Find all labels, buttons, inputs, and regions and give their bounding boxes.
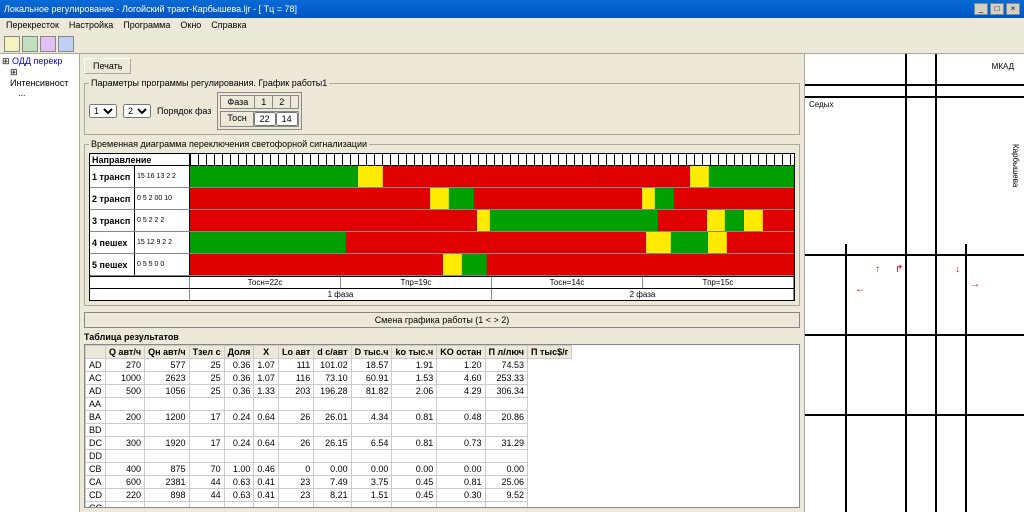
params-fieldset: Параметры программы регулирования. Графи… [84, 78, 800, 135]
tree-panel: ⊞ ОДД перекр ⊞ Интенсивност ... [0, 54, 80, 512]
table-row: CC [86, 502, 572, 509]
select-2[interactable]: 2 [123, 104, 151, 118]
order-label: Порядок фаз [157, 106, 211, 116]
tosn-input-2[interactable] [276, 112, 298, 126]
tree-item[interactable]: ... [2, 88, 77, 98]
phase-2[interactable]: 2 [273, 96, 291, 108]
menu-item[interactable]: Программа [123, 20, 170, 32]
center-panel: Печать Параметры программы регулирования… [80, 54, 804, 512]
diagram-fieldset: Временная диаграмма переключения светофо… [84, 139, 800, 306]
tree-item[interactable]: ⊞ Интенсивност [2, 67, 77, 88]
save-icon[interactable] [22, 36, 38, 52]
table-row: BA2001200170.240.642626.014.340.810.4820… [86, 411, 572, 424]
minimize-button[interactable]: _ [974, 3, 988, 15]
tree-item[interactable]: ⊞ ОДД перекр [2, 56, 77, 67]
titlebar: Локальное регулирование - Логойский трак… [0, 0, 1024, 18]
table-row: AD270577250.361.07111101.0218.571.911.20… [86, 359, 572, 372]
maximize-button[interactable]: □ [990, 3, 1004, 15]
phase-label: Фаза [221, 96, 255, 108]
results-table-wrap: Q авт/чQн авт/чТзел сДоляXLo автd с/автD… [84, 344, 800, 508]
dia-row-label: 2 трансп [90, 188, 135, 209]
close-button[interactable]: × [1006, 3, 1020, 15]
table-row: CB400875701.000.4600.000.000.000.000.00 [86, 463, 572, 476]
label-karbysheva: Карбышева [1011, 144, 1020, 187]
dia-row-label: 5 пешех [90, 254, 135, 275]
open-icon[interactable] [4, 36, 20, 52]
params-legend: Параметры программы регулирования. Графи… [89, 78, 329, 88]
table-row: AC10002623250.361.0711673.1060.911.534.6… [86, 372, 572, 385]
label-sedyh: Седых [809, 100, 833, 109]
arrow-icon: ↑ [875, 264, 880, 275]
table-row: AA [86, 398, 572, 411]
table-row: CA6002381440.630.41237.493.750.450.8125.… [86, 476, 572, 489]
window-controls: _ □ × [974, 3, 1020, 15]
tosn-input-1[interactable] [254, 112, 276, 126]
menu-item[interactable]: Настройка [69, 20, 113, 32]
arrow-icon: → [970, 279, 980, 290]
swap-button[interactable]: Смена графика работы (1 < > 2) [84, 312, 800, 328]
window-title: Локальное регулирование - Логойский трак… [4, 4, 297, 14]
main-area: ⊞ ОДД перекр ⊞ Интенсивност ... Печать П… [0, 54, 1024, 512]
table-row: AD5001056250.361.33203196.2881.822.064.2… [86, 385, 572, 398]
table-row: BD [86, 424, 572, 437]
report-icon[interactable] [40, 36, 56, 52]
dia-row-label: 4 пешех [90, 232, 135, 253]
arrow-icon: ← [855, 284, 865, 295]
menubar: Перекресток Настройка Программа Окно Спр… [0, 18, 1024, 34]
arrow-icon: ↓ [955, 264, 960, 275]
menu-item[interactable]: Окно [180, 20, 201, 32]
results-table: Q авт/чQн авт/чТзел сДоляXLo автd с/автD… [85, 345, 572, 508]
arrow-icon: ↱ [895, 264, 903, 275]
menu-item[interactable]: Справка [211, 20, 246, 32]
phase-1[interactable]: 1 [255, 96, 273, 108]
dia-row-label: 3 трансп [90, 210, 135, 231]
help-icon[interactable] [58, 36, 74, 52]
menu-item[interactable]: Перекресток [6, 20, 59, 32]
toolbar [0, 34, 1024, 54]
select-1[interactable]: 1 [89, 104, 117, 118]
table-row: DD [86, 450, 572, 463]
table-row: DC3001920170.240.642626.156.540.810.7331… [86, 437, 572, 450]
intersection-panel: МКАД Седых Карбышева ↑ ↱ ← ↓ → [804, 54, 1024, 512]
tosn-label: Тосн [221, 112, 253, 126]
print-button[interactable]: Печать [84, 58, 131, 74]
label-mkad: МКАД [992, 62, 1014, 71]
dia-row-label: 1 трансп [90, 166, 135, 187]
table-row: CD220898440.630.41238.211.510.450.309.52 [86, 489, 572, 502]
diagram-legend: Временная диаграмма переключения светофо… [89, 139, 369, 149]
results-title: Таблица результатов [84, 332, 800, 342]
